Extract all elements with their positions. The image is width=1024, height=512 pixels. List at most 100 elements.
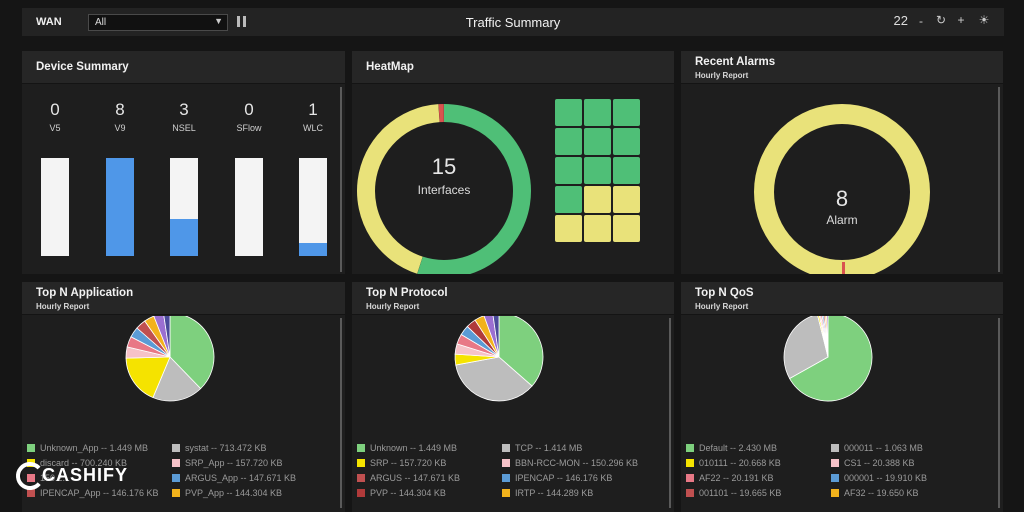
interfaces-label: Interfaces <box>417 183 471 197</box>
legend-swatch <box>357 474 365 482</box>
panel-title: Device Summary <box>36 61 129 73</box>
legend-label: TCP -- 1.414 MB <box>515 443 583 453</box>
device-bar[interactable] <box>299 158 327 256</box>
wan-select[interactable]: All ▼ <box>88 14 228 31</box>
legend-label: PVP -- 144.304 KB <box>370 488 446 498</box>
panel-header: Top N Application Hourly Report <box>22 282 345 315</box>
top-protocol-panel: Top N Protocol Hourly Report Unknown -- … <box>352 282 674 512</box>
device-v9-summary[interactable]: 8 V9 <box>105 100 135 133</box>
heatmap-cell[interactable] <box>613 99 640 126</box>
pie-slice[interactable] <box>474 316 500 358</box>
scrollbar[interactable] <box>669 318 671 508</box>
device-label: V9 <box>114 123 126 133</box>
device-nsel-summary[interactable]: 3 NSEL <box>169 100 199 133</box>
heatmap-cell[interactable] <box>555 99 582 126</box>
refresh-icon[interactable]: ↻ <box>935 13 947 27</box>
legend-label: IPENCAP -- 146.176 KB <box>515 473 613 483</box>
heatmap-panel: HeatMap 15 Interfaces <box>352 51 674 274</box>
pie-slice[interactable] <box>455 356 533 402</box>
legend-swatch <box>502 459 510 467</box>
heatmap-cell[interactable] <box>584 215 611 242</box>
pie-slice[interactable] <box>783 316 829 380</box>
heatmap-cell[interactable] <box>613 186 640 213</box>
application-pie[interactable] <box>22 316 345 466</box>
heatmap-cell[interactable] <box>555 128 582 155</box>
panel-header: Top N Protocol Hourly Report <box>352 282 674 315</box>
pie-slice[interactable] <box>169 316 215 390</box>
alarm-donut[interactable] <box>681 51 1003 274</box>
panel-title: Top N Protocol <box>366 287 448 299</box>
heatmap-cell[interactable] <box>555 186 582 213</box>
donut-segment-yellow <box>357 104 440 274</box>
legend-label: PVP_App -- 144.304 KB <box>185 488 283 498</box>
device-sflow-summary[interactable]: 0 SFlow <box>234 100 264 133</box>
heatmap-cell[interactable] <box>613 128 640 155</box>
device-bar[interactable] <box>235 158 263 256</box>
panel-subtitle: Hourly Report <box>366 302 420 311</box>
legend-swatch <box>831 459 839 467</box>
legend-label: discard -- 700.240 KB <box>40 458 128 468</box>
legend-swatch <box>172 444 180 452</box>
device-count: 1 <box>308 100 318 119</box>
legend-label: systat -- 713.472 KB <box>185 443 267 453</box>
device-wlc-summary[interactable]: 1 WLC <box>298 100 328 133</box>
pie-slice[interactable] <box>125 356 171 399</box>
pie-slice[interactable] <box>153 316 171 358</box>
heatmap-cell[interactable] <box>584 99 611 126</box>
legend-label: ARGUS -- 147.671 KB <box>370 473 461 483</box>
legend-label: 010111 -- 20.668 KB <box>699 458 781 468</box>
wan-select-value: All <box>95 17 107 28</box>
panel-header: HeatMap <box>352 51 674 84</box>
legend-swatch <box>172 459 180 467</box>
legend-label: SRP_App -- 157.720 KB <box>185 458 283 468</box>
heatmap-cell[interactable] <box>584 186 611 213</box>
legend-swatch <box>686 459 694 467</box>
cashify-watermark: CASHIFY <box>14 456 164 496</box>
heatmap-cell[interactable] <box>584 128 611 155</box>
refresh-interval[interactable]: 22 <box>893 13 908 28</box>
legend-swatch <box>172 489 180 497</box>
device-label: WLC <box>303 123 323 133</box>
page-title: Traffic Summary <box>465 15 561 30</box>
minus-button[interactable]: - <box>919 14 923 28</box>
legend-label: Default -- 2.430 MB <box>699 443 778 453</box>
pie-slice[interactable] <box>789 316 873 402</box>
pause-icon[interactable] <box>237 16 246 27</box>
panel-title: HeatMap <box>366 61 414 73</box>
pie-slice[interactable] <box>492 316 500 358</box>
plus-button[interactable]: + <box>957 13 965 27</box>
device-bar[interactable] <box>106 158 134 256</box>
pie-slice[interactable] <box>163 316 171 358</box>
device-bar[interactable] <box>41 158 69 256</box>
top-application-panel: Top N Application Hourly Report Unknown_… <box>22 282 345 512</box>
wan-label: WAN <box>36 16 62 28</box>
legend-label: 000001 -- 19.910 KB <box>844 473 928 483</box>
scrollbar[interactable] <box>998 87 1000 272</box>
scrollbar[interactable] <box>998 318 1000 508</box>
pie-slice[interactable] <box>152 356 202 402</box>
device-bar[interactable] <box>170 158 198 256</box>
heatmap-cell[interactable] <box>555 215 582 242</box>
heatmap-cell[interactable] <box>613 157 640 184</box>
device-label: SFlow <box>236 123 262 133</box>
legend-label: 000011 -- 1.063 MB <box>844 443 923 453</box>
qos-pie[interactable] <box>681 316 1003 466</box>
device-bar-fill <box>106 158 134 256</box>
protocol-pie[interactable] <box>352 316 674 466</box>
donut-segment-green <box>417 104 531 274</box>
panel-subtitle: Hourly Report <box>36 302 90 311</box>
brightness-icon[interactable]: ☀ <box>978 13 990 27</box>
pie-slice[interactable] <box>826 316 829 358</box>
heatmap-cell[interactable] <box>613 215 640 242</box>
scrollbar[interactable] <box>340 318 342 508</box>
heatmap-cell[interactable] <box>555 157 582 184</box>
pie-slice[interactable] <box>498 316 544 387</box>
device-v5-summary[interactable]: 0 V5 <box>40 100 70 133</box>
interfaces-donut[interactable] <box>352 51 674 274</box>
panel-title: Top N Application <box>36 287 134 299</box>
heatmap-cell[interactable] <box>584 157 611 184</box>
alarm-count: 8 <box>835 186 849 211</box>
interfaces-count: 15 <box>431 154 457 179</box>
scrollbar[interactable] <box>340 87 342 272</box>
device-count: 0 <box>244 100 254 119</box>
